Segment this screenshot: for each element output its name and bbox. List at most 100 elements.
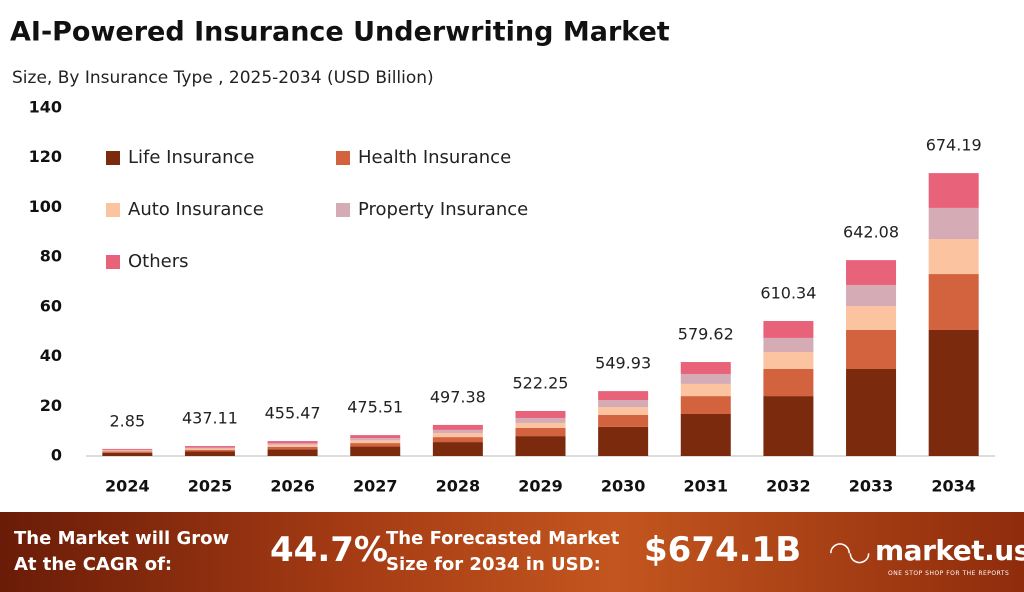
bar-segment: [763, 321, 814, 338]
bar-segment: [598, 426, 649, 456]
bar-segment: [680, 413, 731, 456]
bar-segment: [680, 373, 731, 384]
bar-segment: [763, 352, 814, 369]
chart: AI-Powered Insurance Underwriting Market…: [10, 17, 995, 496]
x-tick-label: 2032: [766, 477, 811, 496]
bar-segment: [515, 427, 566, 437]
y-tick-label: 60: [40, 296, 62, 315]
bar-segment: [515, 411, 566, 418]
legend-label: Life Insurance: [128, 147, 254, 168]
x-tick-label: 2025: [188, 477, 233, 496]
total-label: 522.25: [513, 374, 569, 393]
bar-segment: [102, 452, 153, 456]
bar-segment: [680, 362, 731, 374]
bar-segment: [846, 306, 897, 330]
y-tick-label: 140: [29, 98, 62, 117]
bar-segment: [515, 422, 566, 428]
total-label: 549.93: [595, 354, 651, 373]
bar-segment: [267, 443, 318, 445]
bar-segment: [928, 207, 979, 239]
bar-segment: [432, 424, 483, 430]
cagr-value: 44.7%: [270, 530, 388, 570]
brand-tagline: ONE STOP SHOP FOR THE REPORTS: [888, 570, 1010, 577]
legend-label: Others: [128, 251, 189, 272]
bar-segment: [598, 391, 649, 401]
bar-segment: [763, 369, 814, 397]
legend-swatch: [336, 203, 350, 217]
x-tick-label: 2029: [518, 477, 563, 496]
bar-segment: [680, 383, 731, 397]
total-label: 497.38: [430, 387, 486, 406]
x-tick-label: 2033: [849, 477, 894, 496]
x-tick-label: 2034: [931, 477, 976, 496]
bar-segment: [515, 436, 566, 456]
forecast-value: $674.1B: [644, 530, 802, 570]
bar-segment: [267, 449, 318, 456]
bar-segment: [350, 443, 401, 447]
bar-segment: [184, 446, 235, 448]
total-label: 2.85: [110, 411, 146, 430]
x-tick-label: 2031: [684, 477, 729, 496]
bar-segment: [846, 284, 897, 307]
bar-segment: [928, 274, 979, 330]
bar-segment: [184, 447, 235, 449]
total-label: 475.51: [347, 398, 403, 417]
bar-segment: [350, 435, 401, 439]
bar-segment: [846, 369, 897, 456]
total-label: 674.19: [926, 136, 982, 155]
bar-segment: [598, 407, 649, 415]
legend-label: Health Insurance: [358, 147, 511, 168]
caption-line: The Market will Grow: [14, 528, 230, 549]
y-tick-label: 80: [40, 247, 62, 266]
x-tick-label: 2026: [270, 477, 315, 496]
legend-label: Auto Insurance: [128, 199, 264, 220]
bar-segment: [432, 442, 483, 456]
caption-line: The Forecasted Market: [386, 528, 620, 549]
y-tick-label: 20: [40, 396, 62, 415]
bar-segment: [928, 238, 979, 275]
banner: The Market will Grow At the CAGR of: 44.7…: [0, 512, 1024, 592]
chart-title: AI-Powered Insurance Underwriting Market: [10, 17, 670, 48]
bar-segment: [515, 417, 566, 423]
brand-name: market.us: [875, 534, 1024, 567]
legend-swatch: [106, 203, 120, 217]
bar-segment: [184, 451, 235, 456]
bar-segment: [350, 438, 401, 441]
total-label: 437.11: [182, 409, 238, 428]
legend-swatch: [336, 151, 350, 165]
bar-segment: [598, 414, 649, 427]
legend-swatch: [106, 151, 120, 165]
y-tick-label: 40: [40, 346, 62, 365]
chart-subtitle: Size, By Insurance Type , 2025-2034 (USD…: [12, 68, 434, 88]
bar-segment: [184, 449, 235, 452]
caption-line: At the CAGR of:: [14, 554, 173, 575]
y-tick-label: 120: [29, 147, 62, 166]
bar-segment: [267, 441, 318, 444]
bar-segment: [928, 173, 979, 208]
caption-line: Size for 2034 in USD:: [386, 554, 601, 575]
bar-segment: [763, 337, 814, 353]
x-tick-label: 2027: [353, 477, 398, 496]
bar-segment: [432, 437, 483, 443]
bar-segment: [102, 448, 153, 450]
bar-segment: [102, 449, 153, 451]
total-label: 579.62: [678, 325, 734, 344]
bar-segment: [432, 433, 483, 438]
total-label: 455.47: [265, 404, 321, 423]
bar-segment: [350, 446, 401, 456]
legend-swatch: [106, 255, 120, 269]
bar-segment: [680, 396, 731, 414]
bar-segment: [267, 446, 318, 450]
bar-segment: [598, 400, 649, 408]
bar-segment: [846, 329, 897, 369]
bar-segment: [928, 329, 979, 456]
x-tick-label: 2030: [601, 477, 646, 496]
bar-segment: [102, 451, 153, 453]
forecast-caption: The Forecasted Market Size for 2034 in US…: [386, 526, 619, 578]
bar-segment: [432, 429, 483, 434]
legend-label: Property Insurance: [358, 199, 528, 220]
x-tick-label: 2028: [436, 477, 481, 496]
total-label: 642.08: [843, 223, 899, 242]
bar-segment: [350, 440, 401, 444]
brand: ◠◡ market.us: [830, 534, 1024, 567]
